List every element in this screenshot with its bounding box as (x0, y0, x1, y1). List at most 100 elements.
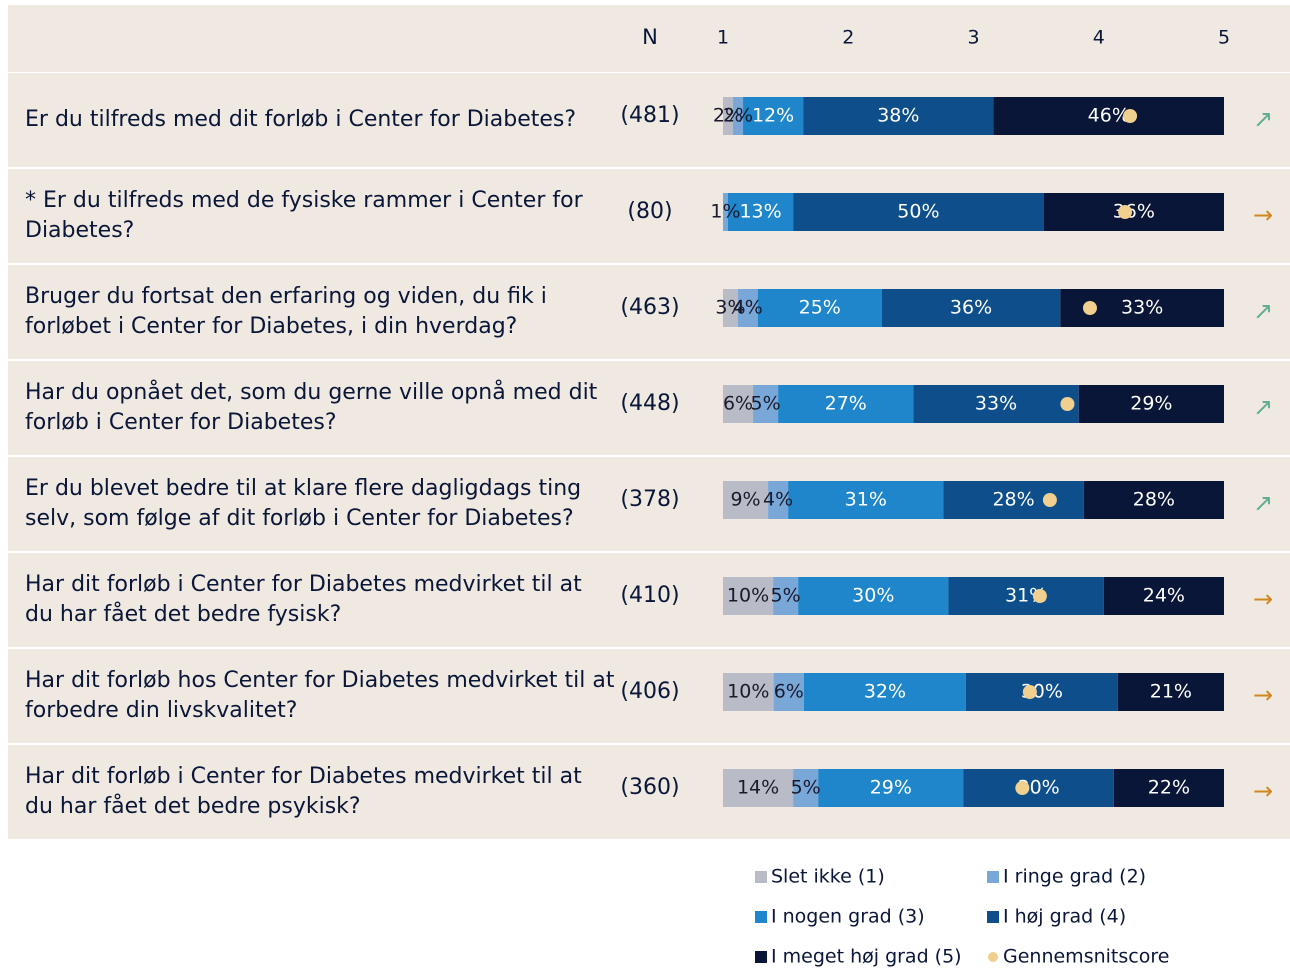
bar-segment (798, 577, 949, 615)
value-label: 6% (723, 393, 753, 415)
bar-segment (773, 577, 799, 615)
legend-swatch (755, 911, 767, 923)
mean-dot (1082, 301, 1097, 315)
n-label: (406) (620, 679, 679, 704)
bar-segment (773, 673, 804, 711)
n-label: (378) (620, 487, 679, 512)
value-label: 36% (950, 297, 992, 319)
value-label: 21% (1150, 681, 1192, 703)
value-label: 4% (763, 489, 793, 511)
mean-dot (1118, 205, 1133, 219)
value-label: 31% (845, 489, 887, 511)
n-label: (410) (620, 583, 679, 608)
question: Er du blevet bedre til at klare flere da… (25, 476, 582, 531)
value-label: 28% (992, 489, 1034, 511)
value-label: 13% (739, 201, 781, 223)
value-label: 27% (825, 393, 867, 415)
question: Har dit forløb hos Center for Diabetes m… (25, 668, 615, 723)
bar-segment (1083, 481, 1224, 519)
legend-swatch (987, 911, 999, 923)
trend-arrow: ↗ (1253, 105, 1273, 133)
legend-label: I nogen grad (3) (771, 906, 925, 928)
bar-segment (723, 289, 738, 327)
trend-arrow: → (1253, 585, 1273, 613)
legend-label: I meget høj grad (5) (771, 946, 962, 968)
value-label: 22% (1148, 777, 1190, 799)
bar-segment (965, 673, 1118, 711)
legend-swatch (988, 952, 998, 962)
value-label: 5% (791, 777, 821, 799)
n-label: (448) (620, 391, 679, 416)
question: Er du tilfreds med dit forløb i Center f… (25, 107, 577, 132)
bar-segment (913, 385, 1079, 423)
question: Har dit forløb i Center for Diabetes med… (25, 572, 582, 627)
legend-swatch (755, 951, 767, 963)
bar-segment (1113, 769, 1224, 807)
legend-swatch (755, 871, 767, 883)
bar-segment (723, 97, 734, 135)
value-label: 10% (727, 585, 769, 607)
value-label: 33% (1121, 297, 1163, 319)
value-label: 30% (1018, 777, 1060, 799)
bar-segment (1078, 385, 1224, 423)
bar-segment (723, 385, 754, 423)
bar-segment (948, 577, 1104, 615)
value-label: 2% (723, 105, 753, 127)
value-label: 25% (799, 297, 841, 319)
legend-swatch (987, 871, 999, 883)
legend-label: Gennemsnitscore (1003, 946, 1169, 968)
value-label: 30% (852, 585, 894, 607)
n-label: (80) (627, 199, 672, 224)
mean-dot (1060, 397, 1075, 411)
value-label: 4% (733, 297, 763, 319)
bar-segment (723, 481, 769, 519)
value-label: 46% (1088, 105, 1130, 127)
trend-arrow: → (1253, 201, 1273, 229)
value-label: 29% (1130, 393, 1172, 415)
n-header: N (642, 25, 658, 49)
legend-label: Slet ikke (1) (771, 866, 885, 888)
value-label: 24% (1143, 585, 1185, 607)
bar-segment (788, 481, 944, 519)
value-label: 14% (737, 777, 779, 799)
trend-arrow: ↗ (1253, 489, 1273, 517)
x-tick-label: 3 (967, 27, 979, 49)
value-label: 12% (752, 105, 794, 127)
x-tick-label: 2 (842, 27, 854, 49)
trend-arrow: → (1253, 777, 1273, 805)
bar-segment (728, 193, 794, 231)
mean-dot (1015, 781, 1030, 795)
bar-segment (963, 769, 1114, 807)
legend-label: I høj grad (4) (1003, 906, 1126, 928)
value-label: 3% (715, 297, 745, 319)
value-label: 6% (774, 681, 804, 703)
value-label: 9% (730, 489, 760, 511)
x-tick-label: 4 (1093, 27, 1105, 49)
bar-segment (757, 289, 882, 327)
value-label: 2% (713, 105, 743, 127)
mean-dot (1042, 493, 1057, 507)
value-label: 1% (710, 201, 740, 223)
bar-segment (818, 769, 964, 807)
question: Bruger du fortsat den erfaring og viden,… (25, 284, 547, 339)
mean-dot (1032, 589, 1047, 603)
bar-segment (723, 577, 774, 615)
bar-segment (793, 769, 819, 807)
bar-segment (1117, 673, 1224, 711)
bar-segment (723, 769, 794, 807)
value-label: 38% (877, 105, 919, 127)
trend-arrow: → (1253, 681, 1273, 709)
bar-segment (753, 385, 779, 423)
value-label: 5% (771, 585, 801, 607)
bar-segment (723, 193, 729, 231)
bar-segment (943, 481, 1084, 519)
trend-arrow: ↗ (1253, 297, 1273, 325)
bar-segment (1043, 193, 1224, 231)
n-label: (481) (620, 103, 679, 128)
legend-label: I ringe grad (2) (1003, 866, 1146, 888)
value-label: 28% (1133, 489, 1175, 511)
value-label: 5% (751, 393, 781, 415)
bar-segment (1103, 577, 1224, 615)
